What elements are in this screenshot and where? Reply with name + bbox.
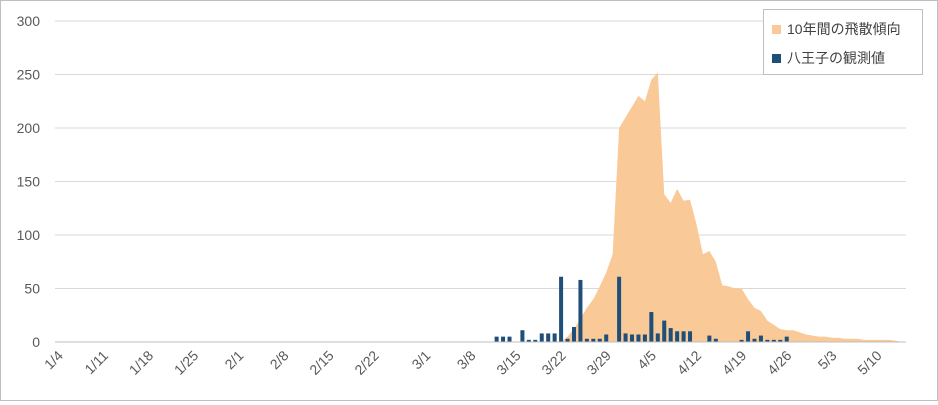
x-tick-label: 3/29: [583, 347, 614, 378]
bar: [662, 320, 667, 342]
x-tick-label: 3/22: [538, 347, 569, 378]
y-axis-ticks: 0 50 100 150 200 250 300: [17, 13, 41, 350]
bar: [707, 335, 712, 342]
bar: [675, 331, 680, 342]
bar: [533, 339, 538, 342]
x-tick-label: 4/26: [764, 347, 795, 378]
bar: [571, 327, 576, 342]
bar: [758, 335, 763, 342]
bar: [765, 339, 770, 342]
y-tick-label: 50: [24, 281, 40, 297]
bar: [546, 333, 551, 342]
bar: [604, 334, 609, 342]
x-tick-label: 1/25: [171, 347, 202, 378]
y-tick-label: 0: [32, 334, 40, 350]
x-tick-label: 2/8: [267, 347, 292, 372]
bar: [584, 338, 589, 342]
bar: [520, 330, 525, 342]
x-tick-label: 3/15: [493, 347, 524, 378]
bar: [630, 334, 635, 342]
bar: [713, 338, 718, 342]
legend-label-bar: 八王子の観測値: [787, 50, 885, 66]
bar: [636, 334, 641, 342]
area-series: [561, 72, 903, 343]
y-tick-label: 300: [17, 13, 41, 29]
bar: [746, 331, 751, 342]
bar: [668, 328, 673, 342]
bar: [501, 336, 506, 342]
x-tick-label: 4/5: [634, 347, 659, 372]
bar: [526, 339, 531, 342]
bar: [591, 338, 596, 342]
bar-series: [494, 276, 789, 342]
bar: [784, 336, 789, 342]
y-tick-label: 250: [17, 67, 41, 83]
x-tick-label: 4/19: [719, 347, 750, 378]
legend-label-area: 10年間の飛散傾向: [787, 21, 901, 37]
x-tick-label: 1/11: [81, 347, 111, 377]
bar: [507, 336, 512, 342]
bar: [559, 276, 564, 342]
bar: [539, 333, 544, 342]
bar: [778, 339, 783, 342]
bar: [752, 338, 757, 342]
bar: [771, 339, 776, 342]
x-axis-ticks: 1/4 1/11 1/18 1/25 2/1 2/8 2/15 2/22 3/1 3/8 3/15 3…: [41, 347, 885, 378]
bar: [578, 279, 583, 342]
bar: [739, 339, 744, 342]
bar: [552, 333, 557, 342]
bar: [649, 312, 654, 342]
x-tick-label: 3/8: [454, 347, 479, 372]
area-series-shape: [561, 72, 903, 343]
x-tick-label: 2/15: [306, 347, 337, 378]
legend-item-area: 10年間の飛散傾向: [772, 19, 901, 39]
bar: [681, 331, 686, 342]
bar: [688, 331, 693, 342]
legend-swatch-bar: [772, 53, 781, 63]
bar: [494, 336, 499, 342]
x-tick-label: 5/3: [815, 347, 840, 372]
y-tick-label: 100: [17, 227, 41, 243]
x-tick-label: 1/4: [41, 347, 66, 372]
x-tick-label: 4/12: [674, 347, 705, 378]
legend-item-bar: 八王子の観測値: [772, 48, 885, 68]
bar: [642, 334, 647, 342]
x-tick-label: 2/1: [221, 347, 246, 372]
bar: [565, 338, 570, 342]
x-tick-label: 2/22: [351, 347, 382, 378]
grid-lines: [55, 20, 906, 289]
y-tick-label: 150: [17, 174, 41, 190]
x-tick-label: 3/1: [408, 347, 433, 372]
bar: [655, 333, 660, 342]
bar: [617, 276, 622, 342]
x-tick-label: 5/10: [854, 347, 885, 378]
bar: [597, 338, 602, 342]
x-tick-label: 1/18: [126, 347, 157, 378]
y-tick-label: 200: [17, 120, 41, 136]
legend-swatch-area: [772, 24, 781, 34]
legend: 10年間の飛散傾向 八王子の観測値: [763, 9, 923, 75]
bar: [623, 333, 628, 342]
